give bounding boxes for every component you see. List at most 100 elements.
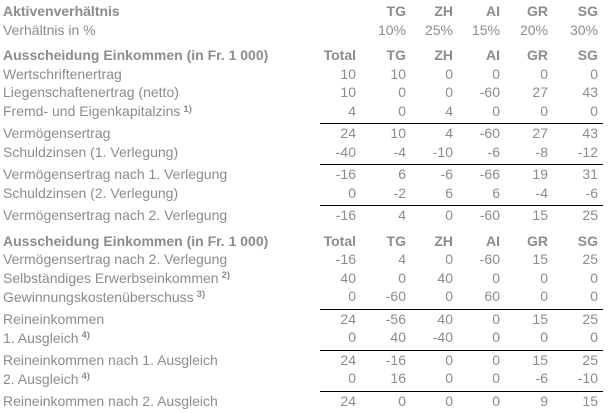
cell-value: 20% [519,21,548,38]
cell-value: -66 [479,166,500,182]
cell-value: 0 [505,101,553,124]
column-header: GR [527,232,548,249]
cell-value: -2 [361,183,411,206]
row-label: Schuldzinsen (2. Verlegung) [3,185,179,201]
cell-value: 0 [492,351,500,368]
section-header-row: Ausscheidung Einkommen (in Fr. 1 000) Tot… [3,225,603,251]
cell-value: 15 [532,310,548,327]
cell-value: -16 [335,166,356,182]
table-row: Liegenschaftenertrag (netto) 10 0 0 -60 27 43 [3,83,603,102]
cell-value: 10 [390,125,406,141]
cell-value: 24 [340,125,356,141]
cell-value: -6 [440,166,453,182]
column-header: AI [486,47,500,63]
cell-value: -16 [335,207,356,223]
cell-value: 10% [377,21,406,38]
cell-value [320,21,361,40]
table-row: Schuldzinsen (2. Verlegung) 0 -2 6 6 -4 -6 [3,183,603,206]
column-header: TG [386,3,406,19]
column-header: SG [577,47,598,63]
cell-value: 27 [532,84,548,100]
cell-value: 9 [540,392,548,409]
footnote-marker: 4) [81,330,90,341]
row-label: Selbständiges Erwerbseinkommen 2) [3,269,231,286]
cell-value: 25 [582,207,598,223]
row-label: 1. Ausgleich 4) [3,329,90,346]
cell-value: 6 [458,183,505,206]
cell-value: 0 [505,287,553,310]
row-label: 2. Ausgleich 4) [3,370,90,387]
table-row: 1. Ausgleich 4) 0 40 -40 0 0 0 [3,328,603,351]
cell-value: 24 [340,351,356,368]
cell-value: 24 [340,310,356,327]
footnote-marker: 3) [196,289,206,300]
row-label: Fremd- und Eigenkapitalzins 1) [3,103,192,119]
cell-value: -6 [553,183,603,206]
table-row: Vermögensertrag 24 10 4 -60 27 43 [3,124,603,143]
cell-value: -60 [479,125,500,141]
column-header: GR [527,47,548,63]
cell-value: 43 [582,84,598,100]
cell-value: 6 [411,183,458,206]
row-label: Gewinnungskostenüberschuss 3) [3,288,206,305]
cell-value: 0 [553,101,603,124]
cell-value: -12 [553,142,603,165]
cell-value: 0 [553,328,603,351]
cell-value: -10 [553,369,603,392]
cell-value: 27 [532,125,548,141]
table-row: Reineinkommen 24 -56 40 0 15 25 [3,309,603,328]
cell-value: 0 [505,328,553,351]
column-header: ZH [434,47,453,63]
column-header [320,2,361,21]
table-row: 2. Ausgleich 4) 0 16 0 0 -6 -10 [3,369,603,392]
table-row: Selbständiges Erwerbseinkommen 2) 40 0 40 0 0 0 [3,269,603,288]
section-header-row: Aktivenverhältnis TG ZH AI GR SG [3,2,603,21]
cell-value: 4 [398,251,406,267]
cell-value: -60 [479,207,500,223]
cell-value: 4 [445,125,453,141]
column-header: ZH [434,3,453,19]
cell-value: 0 [590,65,598,82]
cell-value: 0 [411,369,458,392]
cell-value: -56 [385,310,406,327]
cell-value: 0 [398,392,406,409]
cell-value: 0 [445,392,453,409]
cell-value: 40 [340,269,356,286]
row-label: Reineinkommen [3,310,105,327]
row-label: Ausscheidung Einkommen (in Fr. 1 000) [3,47,269,63]
cell-value: 10 [390,65,406,82]
table-row: Reineinkommen nach 1. Ausgleich 24 -16 0 0 15… [3,350,603,369]
cell-value: 25% [424,21,453,38]
cell-value: 19 [532,166,548,182]
column-header: TG [386,232,406,249]
cell-value: 10 [340,84,356,100]
row-label: Reineinkommen nach 2. Ausgleich [3,392,218,409]
table-row: Schuldzinsen (1. Verlegung) -40 -4 -10 -6 -8-… [3,142,603,165]
cell-value: 0 [540,65,548,82]
section-header-row: Ausscheidung Einkommen (in Fr. 1 000) Tot… [3,39,603,65]
cell-value: 31 [582,166,598,182]
cell-value: 0 [540,269,548,286]
column-header: GR [527,3,548,19]
table-row: Fremd- und Eigenkapitalzins 1) 4 0 4 0 0 0 [3,101,603,124]
cell-value: 16 [361,369,411,392]
cell-value: 0 [398,269,406,286]
cell-value: -60 [479,84,500,100]
cell-value: -40 [320,142,361,165]
cell-value: 0 [445,65,453,82]
cell-value: 4 [398,207,406,223]
cell-value: 4 [411,101,458,124]
column-header: TG [386,47,406,63]
row-label: Verhältnis in % [3,21,96,38]
cell-value: -60 [479,251,500,267]
footnote-marker: 1) [183,103,192,115]
table-row: Reineinkommen nach 2. Ausgleich 24 0 0 0 9 15 [3,391,603,410]
cell-value: 40 [437,310,453,327]
cell-value: 0 [361,101,411,124]
column-header: Total [323,47,356,63]
cell-value: 0 [553,287,603,310]
cell-value: -4 [361,142,411,165]
table-body: Aktivenverhältnis TG ZH AI GR SG Verhältnis in… [3,2,603,410]
cell-value: 0 [458,369,505,392]
cell-value: 40 [437,269,453,286]
